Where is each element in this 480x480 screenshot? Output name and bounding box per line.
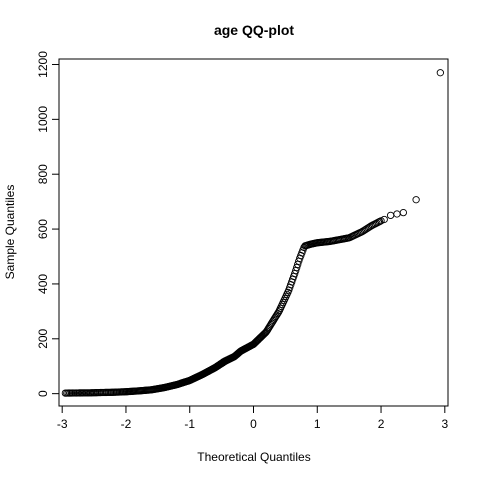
x-tick-label: -1 bbox=[184, 417, 195, 431]
y-tick-label: 200 bbox=[36, 328, 50, 348]
data-point bbox=[380, 215, 388, 224]
x-tick-label: -2 bbox=[121, 417, 132, 431]
data-point bbox=[293, 263, 301, 272]
y-tick-label: 400 bbox=[36, 274, 50, 294]
x-tick-label: 0 bbox=[250, 417, 257, 431]
data-point bbox=[377, 217, 385, 225]
x-tick-label: 2 bbox=[378, 417, 385, 431]
y-tick-label: 600 bbox=[36, 219, 50, 239]
x-axis: -3 -2 -1 0 1 2 3 bbox=[57, 406, 448, 431]
data-points bbox=[61, 69, 444, 397]
chart-title: age QQ-plot bbox=[214, 22, 294, 38]
data-point bbox=[436, 69, 444, 77]
x-tick-label: 1 bbox=[314, 417, 321, 431]
y-tick-label: 1000 bbox=[36, 106, 50, 133]
y-axis: 0 200 400 600 800 1000 1200 bbox=[36, 51, 59, 397]
data-point bbox=[262, 328, 270, 336]
y-axis-label: Sample Quantiles bbox=[3, 185, 17, 280]
data-point bbox=[375, 217, 384, 226]
x-axis-label: Theoretical Quantiles bbox=[197, 450, 310, 464]
x-tick-label: 3 bbox=[441, 417, 448, 431]
y-tick-label: 800 bbox=[36, 164, 50, 184]
y-tick-label: 1200 bbox=[36, 51, 50, 78]
data-point bbox=[412, 196, 420, 204]
y-tick-label: 0 bbox=[36, 390, 50, 397]
data-point bbox=[399, 208, 408, 217]
x-tick-label: -3 bbox=[57, 417, 68, 431]
